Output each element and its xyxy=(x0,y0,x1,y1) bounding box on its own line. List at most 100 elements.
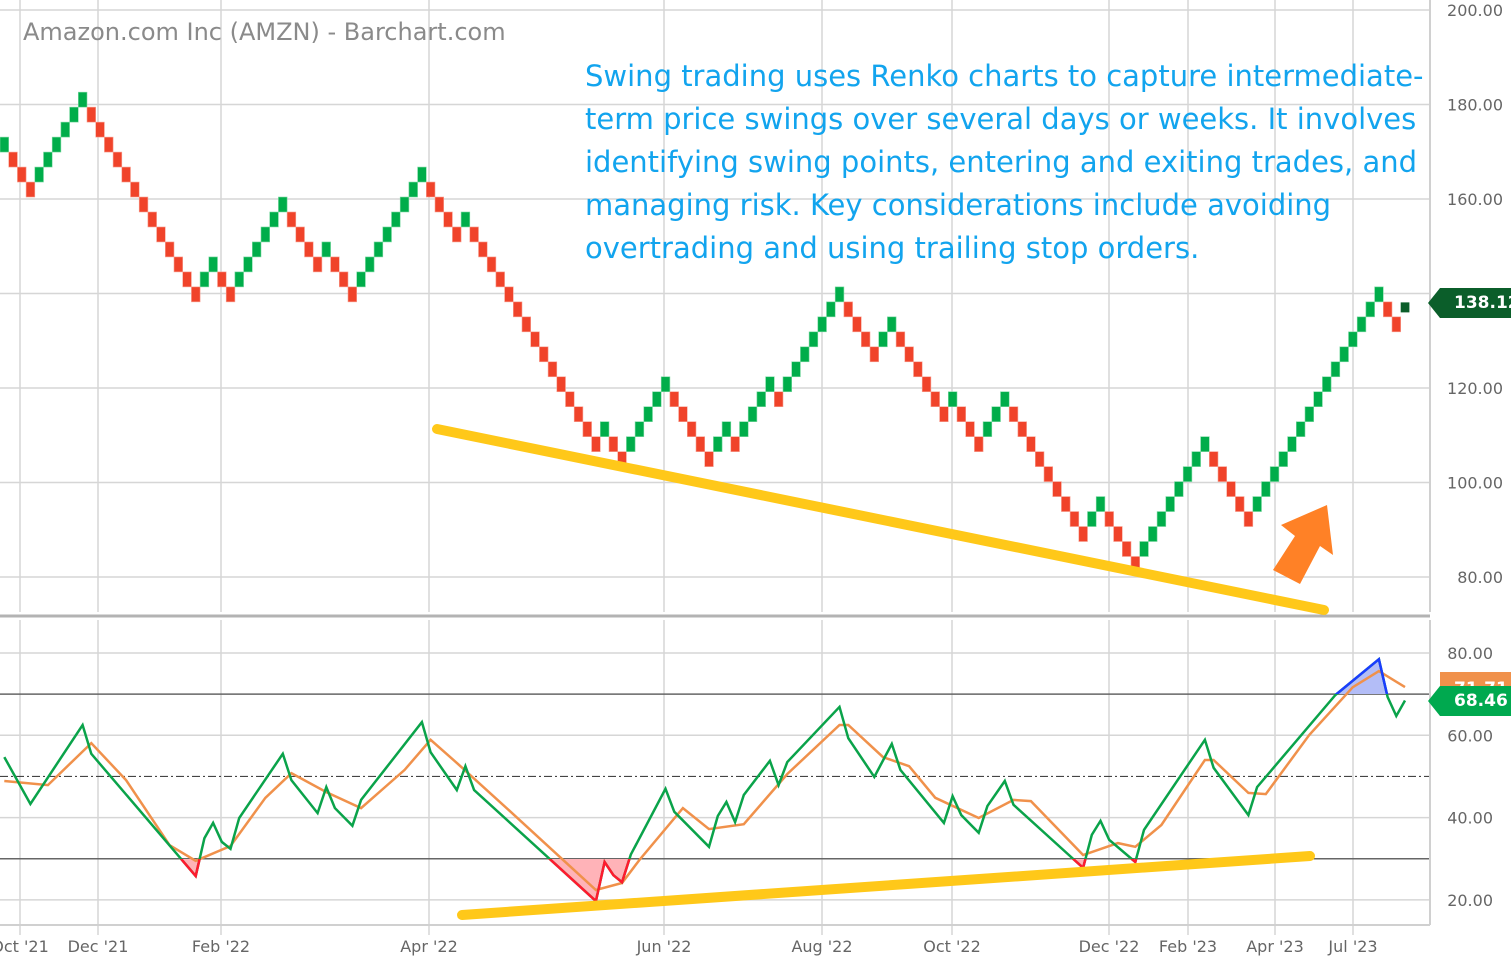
up-brick xyxy=(234,271,244,288)
down-brick xyxy=(1043,466,1053,482)
down-brick xyxy=(678,406,688,422)
up-brick xyxy=(356,271,366,288)
down-brick xyxy=(304,241,314,258)
up-brick xyxy=(321,241,331,258)
down-brick xyxy=(1035,451,1045,467)
up-brick xyxy=(1000,391,1010,408)
up-brick xyxy=(1313,391,1323,408)
up-brick xyxy=(1339,346,1349,363)
up-brick xyxy=(1139,541,1149,557)
down-brick xyxy=(434,196,444,213)
price-tick-label: 120.00 xyxy=(1447,379,1503,398)
up-brick xyxy=(1356,316,1367,333)
down-brick xyxy=(974,436,984,452)
down-brick xyxy=(904,346,914,363)
down-brick xyxy=(930,391,940,408)
up-brick xyxy=(460,211,471,228)
up-brick xyxy=(1165,496,1175,512)
down-brick xyxy=(8,151,18,168)
up-brick xyxy=(1278,451,1288,467)
down-brick xyxy=(156,226,166,243)
down-brick xyxy=(25,181,36,198)
up-brick xyxy=(791,361,801,378)
annotation-line: identifying swing points, entering and e… xyxy=(585,145,1418,179)
down-brick xyxy=(1226,481,1236,497)
down-brick xyxy=(486,256,497,273)
up-brick xyxy=(34,166,44,183)
rsi-tick-label: 80.00 xyxy=(1447,644,1493,663)
down-brick xyxy=(1026,436,1036,452)
up-brick xyxy=(660,376,671,393)
up-brick xyxy=(1156,511,1167,527)
down-brick xyxy=(965,421,975,437)
up-brick xyxy=(1304,406,1314,422)
down-brick xyxy=(1209,451,1219,467)
up-brick xyxy=(982,421,993,437)
current-brick xyxy=(1400,302,1410,313)
down-brick xyxy=(1235,496,1245,512)
down-brick xyxy=(1078,526,1088,542)
rsi-tick-label: 60.00 xyxy=(1447,726,1493,745)
date-tick-label: Dec '22 xyxy=(1079,937,1140,956)
annotation-line: overtrading and using trailing stop orde… xyxy=(585,231,1200,265)
up-brick xyxy=(747,406,758,422)
up-brick xyxy=(417,166,427,183)
up-brick xyxy=(1287,436,1297,452)
up-brick xyxy=(1330,361,1341,378)
price-tick-label: 200.00 xyxy=(1447,1,1503,20)
up-brick xyxy=(69,106,79,123)
up-brick xyxy=(756,391,766,408)
up-brick xyxy=(947,391,958,408)
down-brick xyxy=(686,421,697,437)
down-brick xyxy=(843,301,853,318)
down-brick xyxy=(565,391,575,408)
down-brick xyxy=(539,346,549,363)
up-brick xyxy=(887,316,897,333)
rsi-tick-label: 40.00 xyxy=(1447,809,1493,828)
date-tick-label: Jun '22 xyxy=(636,937,692,956)
up-brick xyxy=(60,121,70,138)
up-brick xyxy=(243,256,253,273)
up-brick xyxy=(991,406,1001,422)
down-brick xyxy=(225,286,236,303)
up-brick xyxy=(51,136,62,153)
down-brick xyxy=(86,106,96,123)
up-brick xyxy=(1174,481,1184,497)
up-brick xyxy=(1252,496,1262,512)
down-brick xyxy=(1017,421,1027,437)
date-tick-label: Oct '21 xyxy=(0,937,49,956)
down-brick xyxy=(852,316,862,333)
up-brick xyxy=(599,421,610,437)
down-brick xyxy=(1217,466,1227,482)
up-brick xyxy=(408,181,418,198)
annotation-line: Swing trading uses Renko charts to captu… xyxy=(585,59,1424,93)
down-brick xyxy=(1104,511,1114,527)
up-brick xyxy=(78,91,88,108)
down-brick xyxy=(1061,496,1071,512)
annotation-line: managing risk. Key considerations includ… xyxy=(585,188,1332,222)
down-brick xyxy=(495,271,505,288)
down-brick xyxy=(443,211,453,228)
price-tick-label: 100.00 xyxy=(1447,474,1503,493)
up-brick xyxy=(1365,301,1375,318)
up-brick xyxy=(800,346,810,363)
down-brick xyxy=(147,211,157,228)
up-brick xyxy=(652,391,662,408)
down-brick xyxy=(104,136,114,153)
date-tick-label: Apr '22 xyxy=(400,937,458,956)
down-brick xyxy=(1113,526,1123,542)
up-brick xyxy=(878,331,888,348)
price-tick-label: 80.00 xyxy=(1457,568,1503,587)
down-brick xyxy=(165,241,175,258)
down-brick xyxy=(1052,481,1062,497)
down-brick xyxy=(295,226,305,243)
up-brick xyxy=(634,421,645,437)
up-brick xyxy=(808,331,819,348)
up-brick xyxy=(43,151,53,168)
down-brick xyxy=(312,256,323,273)
down-brick xyxy=(773,391,784,408)
date-tick-label: Aug '22 xyxy=(791,937,852,956)
down-brick xyxy=(138,196,149,213)
